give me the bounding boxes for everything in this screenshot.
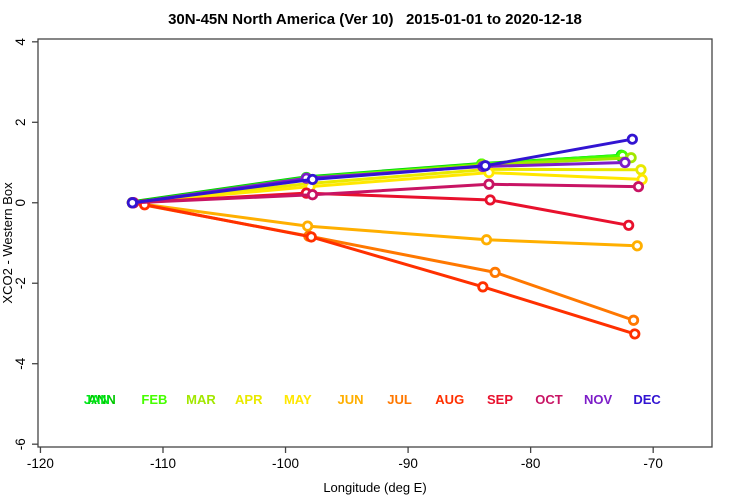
legend-label-OCT: OCT xyxy=(535,392,563,407)
series-point-OCT-1 xyxy=(306,189,319,201)
series-line-JUN xyxy=(130,201,639,248)
series-line-JUL xyxy=(130,201,636,322)
y-tick-label: 2 xyxy=(13,119,28,127)
legend-label-NOV: NOV xyxy=(584,392,613,407)
series-point-SEP-2 xyxy=(484,194,496,206)
series-point-JUN-3 xyxy=(631,240,643,252)
series-line-MAY xyxy=(130,171,644,205)
y-tick-label: 0 xyxy=(13,199,28,207)
legend-label-FEB: FEB xyxy=(141,392,167,407)
y-tick-label: 4 xyxy=(13,38,28,46)
series-point-AUG-3 xyxy=(629,328,641,340)
y-tick-label: -4 xyxy=(13,357,28,369)
series-point-OCT-3 xyxy=(632,181,645,193)
legend-label-DEC: DEC xyxy=(633,392,661,407)
x-tick-label: -100 xyxy=(272,456,299,471)
series-point-JUN-1 xyxy=(301,220,314,232)
series-point-AUG-1 xyxy=(305,231,317,243)
legend-label-MAY: MAY xyxy=(284,392,312,407)
plot-box xyxy=(37,38,713,448)
legend-label-JUL: JUL xyxy=(387,392,412,407)
series-point-DEC-1 xyxy=(306,173,319,186)
series-point-NOV-3 xyxy=(619,156,631,169)
legend-label-AUG: AUG xyxy=(435,392,464,407)
x-tick-label: -70 xyxy=(643,456,663,471)
legend-label-JUN: JUN xyxy=(337,392,363,407)
series-point-OCT-2 xyxy=(483,178,495,190)
y-tick-label: -6 xyxy=(13,438,28,450)
x-tick-label: -120 xyxy=(27,456,54,471)
legend-label-SEP: SEP xyxy=(487,392,513,407)
series-line-APR xyxy=(130,167,643,205)
series-line-OCT xyxy=(132,182,640,205)
x-tick-label: -110 xyxy=(150,456,176,471)
series-point-APR-3 xyxy=(635,164,647,176)
series-point-JUL-3 xyxy=(627,314,640,326)
legend-label-JAN: JAN xyxy=(84,392,110,407)
legend-label-ANN: ANN xyxy=(88,392,116,407)
series-point-DEC-2 xyxy=(479,160,491,172)
x-tick-label: -90 xyxy=(398,456,418,471)
legend-label-APR: APR xyxy=(235,392,263,407)
series-point-SEP-3 xyxy=(623,219,635,231)
y-axis-label: XCO2 - Western Box xyxy=(0,182,15,304)
series-point-JUN-2 xyxy=(480,234,493,246)
series-point-AUG-2 xyxy=(477,281,489,293)
series-line-AUG xyxy=(143,203,637,336)
x-tick-label: -80 xyxy=(521,456,541,471)
x-axis-label: Longitude (deg E) xyxy=(323,480,426,495)
series-point-DEC-3 xyxy=(626,133,638,145)
series-point-DEC-0 xyxy=(126,197,138,209)
y-tick-label: -2 xyxy=(13,277,28,289)
chart-title: 30N-45N North America (Ver 10) 2015-01-0… xyxy=(168,11,582,28)
series-line-DEC xyxy=(130,137,634,205)
legend-label-MAR: MAR xyxy=(186,392,216,407)
series-point-JUL-2 xyxy=(489,266,501,278)
